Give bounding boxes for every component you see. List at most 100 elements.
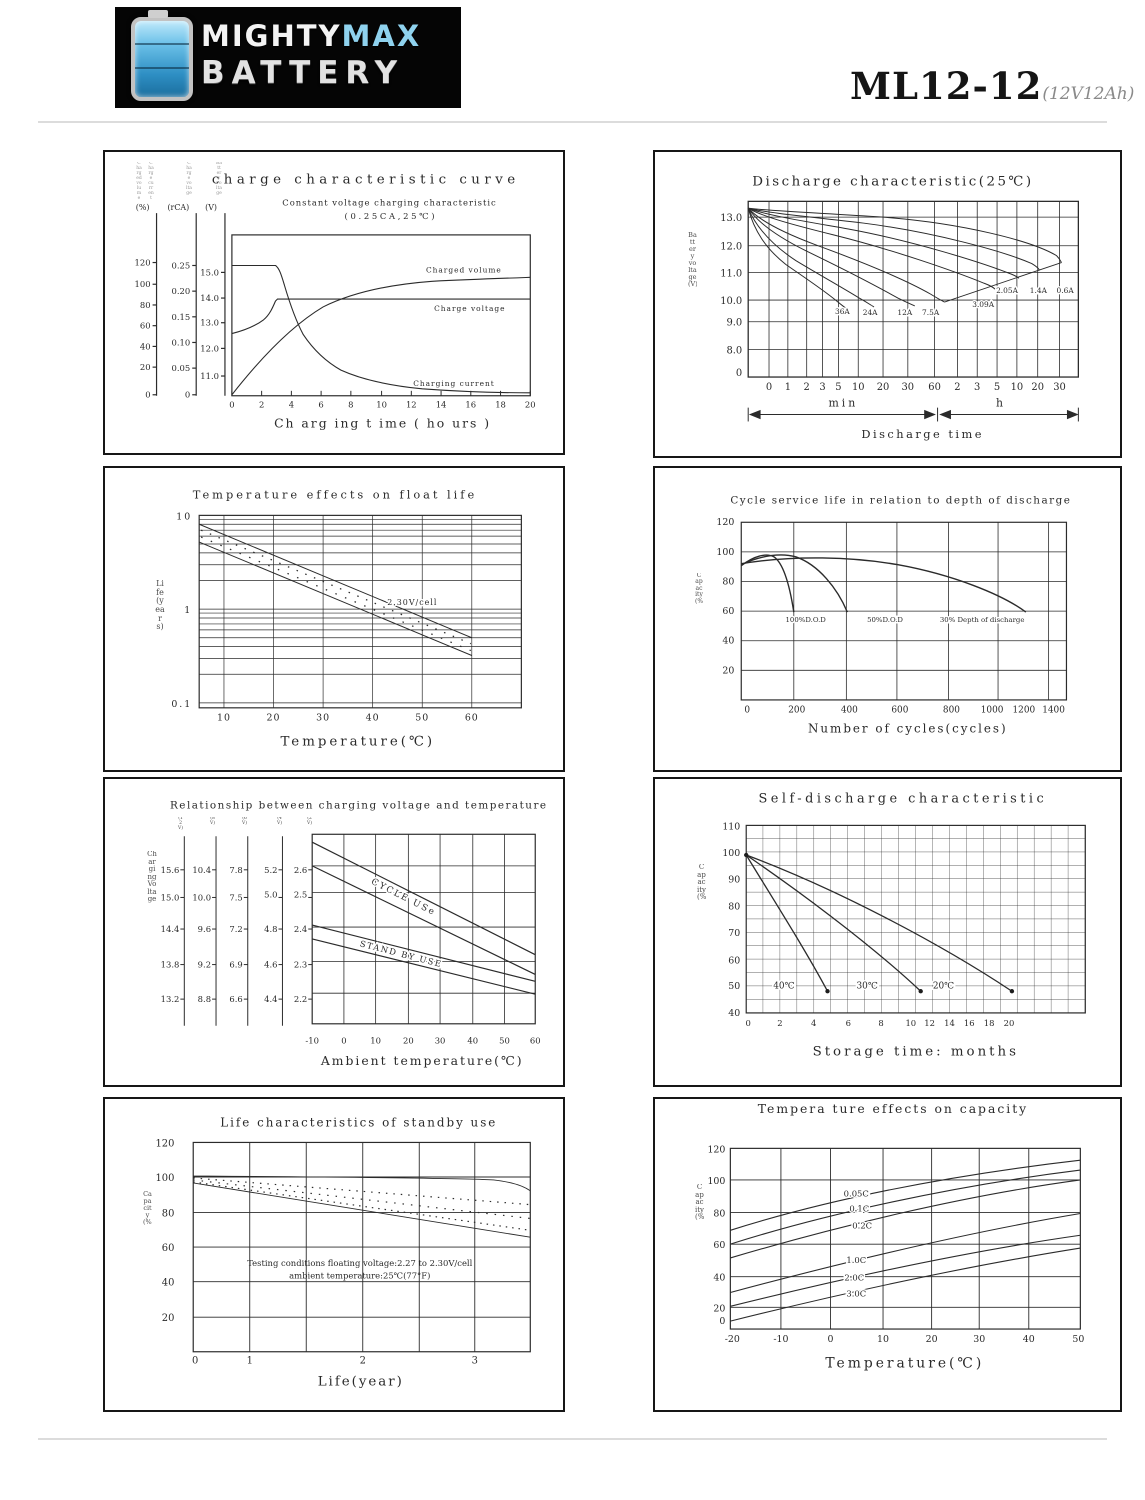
svg-text:50: 50 <box>728 981 740 992</box>
x-tick-marks <box>231 390 531 396</box>
svg-text:5.0: 5.0 <box>264 889 277 899</box>
curve-labels: 0.05C 0.1C 0.2C 1.0C 2.0C 3.0C <box>842 1187 873 1300</box>
x-tick-labels: 0 2 4 6 8 10 12 14 16 18 20 <box>746 1018 1015 1028</box>
curve-12A <box>747 207 915 307</box>
y-axis-label: Capacity(%) <box>695 1184 704 1222</box>
svg-text:10: 10 <box>376 400 387 410</box>
chart-title: Life characteristics of standby use <box>220 1116 497 1130</box>
x-axis-label: Temperature(℃) <box>280 734 435 749</box>
ambient-temperature-note: ambient temperature:25℃(77°F) <box>289 1271 430 1281</box>
scale-2v-ticks: 2.6 2.5 2.4 2.3 2.2 <box>294 865 307 1004</box>
svg-text:2.3: 2.3 <box>294 960 307 970</box>
svg-text:60: 60 <box>928 382 941 393</box>
svg-text:3: 3 <box>974 382 980 393</box>
svg-text:40: 40 <box>728 1008 740 1019</box>
svg-text:6.9: 6.9 <box>229 960 242 970</box>
y-ticks-volt: 15.0 14.0 13.0 12.0 11.0 <box>200 267 219 381</box>
band-annotation: 2.30V/cell <box>387 598 437 607</box>
panel-self-discharge: Capacity(%) Self-discharge characteristi… <box>653 777 1122 1087</box>
svg-text:2.2: 2.2 <box>294 994 307 1004</box>
svg-text:40: 40 <box>140 341 151 351</box>
svg-text:0.6A: 0.6A <box>1057 286 1075 295</box>
svg-text:2.0C: 2.0C <box>844 1273 864 1283</box>
standby-band-upper <box>312 924 536 982</box>
curve-charging-current <box>231 264 531 394</box>
gridlines <box>730 1148 1081 1330</box>
svg-text:24A: 24A <box>863 308 878 317</box>
scale-header-4v: (4V) <box>276 817 282 826</box>
svg-text:4.8: 4.8 <box>264 924 277 934</box>
svg-text:13.0: 13.0 <box>720 213 742 224</box>
y-tick-labels: 120 100 80 60 40 20 <box>716 517 734 676</box>
panel-temperature-capacity: Capacity(%) Tempera ture effects on capa… <box>653 1097 1122 1412</box>
svg-text:13.2: 13.2 <box>161 994 180 1004</box>
curves <box>730 1159 1081 1322</box>
svg-text:0.1: 0.1 <box>171 699 192 710</box>
svg-text:1200: 1200 <box>1012 706 1035 716</box>
svg-text:80: 80 <box>728 901 740 912</box>
svg-text:13.8: 13.8 <box>161 960 180 970</box>
y-tick-labels: 120 100 80 60 40 20 <box>155 1138 174 1324</box>
svg-text:5: 5 <box>994 382 1000 393</box>
svg-text:0.20: 0.20 <box>172 286 191 296</box>
mighty-max-logo: MIGHTYMAX BATTERY <box>115 7 461 108</box>
scale-12v-ticks: 15.6 15.0 14.4 13.8 13.2 <box>161 865 180 1004</box>
micro-axis-label: Battery voltage <box>216 162 222 196</box>
svg-text:5.2: 5.2 <box>264 865 277 875</box>
svg-text:0.10: 0.10 <box>172 337 191 347</box>
svg-text:100%D.O.D: 100%D.O.D <box>786 616 827 624</box>
curve-charge-voltage <box>231 298 531 335</box>
scale-header-6v: (6V) <box>241 817 247 826</box>
svg-text:20: 20 <box>713 1303 725 1314</box>
logo-text: MIGHTYMAX BATTERY <box>201 19 451 91</box>
svg-text:11.0: 11.0 <box>200 371 219 381</box>
header-divider <box>38 121 1107 123</box>
plot-frame <box>192 1141 531 1353</box>
band-label-cycle: CYCLE USe <box>369 877 437 918</box>
curves <box>740 554 1027 613</box>
y-tick-labels: 120 100 80 60 40 20 0 <box>707 1144 725 1327</box>
y-axis-label: Life(years) <box>155 580 165 632</box>
svg-text:15.0: 15.0 <box>161 892 180 902</box>
panel-discharge-characteristic: Battery voltage(V) Discharge characteris… <box>653 150 1122 458</box>
svg-text:18: 18 <box>495 400 506 410</box>
svg-text:12A: 12A <box>897 308 912 317</box>
y-ticks-percent: 120 100 80 60 40 20 0 <box>135 258 151 400</box>
y-axis-units: (%) (rCA) (V) <box>136 203 217 212</box>
gridlines <box>199 515 522 708</box>
time-range-arrows <box>747 407 1079 422</box>
chart-title: charge characteristic curve <box>212 173 520 188</box>
svg-text:40: 40 <box>467 1036 478 1046</box>
svg-text:2.4: 2.4 <box>294 924 307 934</box>
scale-header-12v: (12V) <box>177 817 183 831</box>
svg-text:13.0: 13.0 <box>200 318 219 328</box>
x-axis-label: Temperature(℃) <box>825 1356 984 1372</box>
chart-title: Tempera ture effects on capacity <box>758 1102 1028 1116</box>
svg-text:Charged volume: Charged volume <box>426 265 502 274</box>
axis-lines <box>152 213 226 396</box>
svg-text:36A: 36A <box>835 307 850 316</box>
svg-text:40: 40 <box>713 1273 725 1284</box>
svg-text:7.5: 7.5 <box>229 892 242 902</box>
x-axis-label: Life(year) <box>318 1374 404 1389</box>
curve-30dod <box>741 557 1027 613</box>
svg-text:40℃: 40℃ <box>773 981 794 991</box>
plot-frame <box>729 1147 1081 1330</box>
svg-text:120: 120 <box>135 258 151 268</box>
svg-text:0: 0 <box>746 1018 751 1028</box>
svg-text:2.5: 2.5 <box>294 889 307 899</box>
plot-frame <box>747 200 1080 378</box>
cycle-band-lower <box>311 865 536 975</box>
x-tick-labels: 10 20 30 40 50 60 <box>217 713 478 724</box>
panel-charging-voltage-temperature: Charging Voltage (12V) (8V) (6V) (4V) (2… <box>103 777 565 1087</box>
svg-text:12.0: 12.0 <box>720 242 742 253</box>
curve-end-dots <box>744 852 1015 994</box>
svg-text:50%D.O.D: 50%D.O.D <box>867 616 903 624</box>
svg-text:100: 100 <box>135 279 151 289</box>
svg-text:12: 12 <box>924 1018 935 1028</box>
curve-50dod <box>740 554 848 613</box>
svg-text:5: 5 <box>835 382 841 393</box>
svg-text:15.0: 15.0 <box>200 267 219 277</box>
svg-text:9.0: 9.0 <box>726 318 742 329</box>
svg-text:40: 40 <box>366 713 380 724</box>
